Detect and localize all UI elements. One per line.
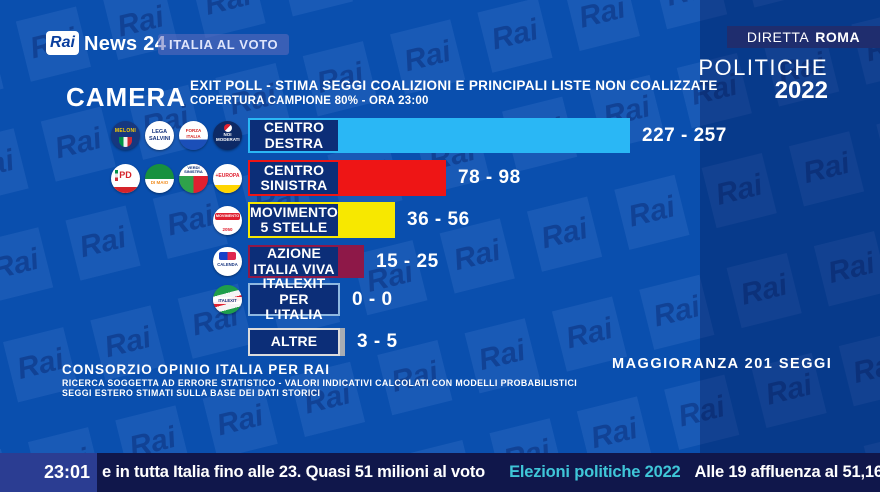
ticker-clock: 23:01: [0, 453, 97, 492]
coalition-label-line: CENTRO: [263, 161, 325, 178]
rai-watermark-tile-icon: Rai: [0, 28, 4, 104]
seat-range: 3 - 5: [357, 331, 398, 352]
piu-europa-logo-icon: +EUROPA: [213, 163, 242, 193]
logo-label: VERDI SINISTRA: [184, 164, 203, 174]
party-logos: CALENDA: [86, 245, 242, 278]
coalition-row-movimento-5-stelle: MOVIMENTO 2050 MOVIMENTO 5 STELLE 36 - 56: [0, 202, 880, 238]
pd-logo-icon: PD: [111, 163, 140, 193]
seat-bar: [340, 202, 395, 238]
coalition-label-line: 5 STELLE: [260, 219, 328, 235]
seat-range: 15 - 25: [376, 250, 439, 272]
live-badge: DIRETTA ROMA: [727, 26, 880, 48]
seat-bar: [340, 328, 345, 356]
logo-label: MOVIMENTO: [215, 212, 240, 220]
coalition-label-line: PER L'ITALIA: [265, 290, 323, 323]
event-title-line1: POLITICHE: [698, 55, 828, 80]
chart-coverage-note: COPERTURA CAMPIONE 80% - ORA 23:00: [190, 95, 429, 107]
seat-bar: [340, 245, 364, 278]
verdi-sinistra-logo-icon: VERDI SINISTRA: [179, 163, 208, 193]
logo-label: +EUROPA: [215, 172, 240, 179]
rai-logo-icon: Rai: [46, 31, 79, 55]
seat-range: 78 - 98: [458, 167, 521, 188]
ticker-topic: Elezioni politiche 2022: [509, 463, 681, 481]
m5s-logo-icon: MOVIMENTO 2050: [213, 205, 242, 235]
seat-range: 36 - 56: [407, 209, 470, 230]
seat-range: 0 - 0: [352, 288, 393, 310]
coalition-row-altre: ALTRE 3 - 5: [0, 328, 880, 356]
logo-label: LEGA SALVINI: [149, 129, 171, 142]
rai-watermark-tile-icon: Rai: [564, 0, 640, 51]
party-logos: MELONI LEGA SALVINI FORZA ITALIA NOI MODERA…: [86, 118, 242, 153]
coalition-label-line: MOVIMENTO: [250, 203, 338, 220]
disclaimer-line2: SEGGI ESTERO STIMATI SULLA BASE DEI DATI…: [62, 388, 321, 398]
impegno-civico-logo-icon: DI MAIO: [145, 163, 174, 193]
coalition-row-centro-destra: MELONI LEGA SALVINI FORZA ITALIA NOI MODERA…: [0, 118, 880, 153]
coalition-label: MOVIMENTO 5 STELLE: [248, 202, 340, 238]
ticker-headline: e in tutta Italia fino alle 23. Quasi 51…: [102, 463, 486, 481]
seat-bar: [340, 118, 630, 153]
fratelli-ditalia-logo-icon: MELONI: [111, 121, 140, 150]
noi-moderati-logo-icon: NOI MODERATI: [213, 121, 242, 150]
coalition-label-line: ITALIA VIVA: [253, 260, 335, 277]
logo-label: ITALEXIT: [213, 297, 242, 304]
logo-label: FORZA ITALIA: [185, 128, 202, 139]
right-dark-panel: [700, 0, 880, 453]
coalition-label: CENTRO SINISTRA: [248, 160, 340, 196]
rainews24-logo: News 24: [84, 33, 167, 55]
event-title-line2: 2022: [774, 77, 828, 104]
party-logos: [86, 328, 242, 356]
disclaimer-line1: RICERCA SOGGETTA AD ERRORE STATISTICO - …: [62, 378, 578, 388]
majority-note: MAGGIORANZA 201 SEGGI: [612, 356, 833, 372]
coalition-label-line: AZIONE: [266, 245, 322, 261]
logo-label: DI MAIO: [150, 179, 169, 185]
event-title: POLITICHE 2022: [698, 55, 828, 104]
rai-logo-text: Rai: [50, 34, 75, 51]
page-title: CAMERA: [66, 82, 187, 112]
logo-label: MELONI: [114, 128, 137, 134]
live-badge-location: ROMA: [815, 29, 861, 45]
ticker-stat: Alle 19 affluenza al 51,16%: [694, 463, 880, 481]
coalition-label: ALTRE: [248, 328, 340, 356]
seat-range: 227 - 257: [642, 124, 727, 146]
party-logos: MOVIMENTO 2050: [86, 202, 242, 238]
coalition-row-italexit-per-l-italia: ITALEXIT ITALEXIT PER L'ITALIA 0 - 0: [0, 276, 880, 322]
coalition-label: CENTRO DESTRA: [248, 118, 340, 153]
consortium-credit: CONSORZIO OPINIO ITALIA PER RAI: [62, 362, 331, 377]
coalition-label-line: DESTRA: [264, 134, 324, 151]
rai-watermark-tile-icon: Rai: [277, 0, 353, 17]
logo-label: PD: [119, 169, 132, 180]
live-badge-label: DIRETTA: [746, 29, 810, 45]
coalition-label-line: CENTRO: [263, 119, 325, 135]
forza-italia-logo-icon: FORZA ITALIA: [179, 121, 208, 150]
lega-logo-icon: LEGA SALVINI: [145, 121, 174, 150]
ticker-text: e in tutta Italia fino alle 23. Quasi 51…: [97, 463, 880, 482]
party-logos: ITALEXIT: [86, 283, 242, 316]
coalition-label-line: ALTRE: [270, 333, 318, 350]
coalition-row-azione-italia-viva: CALENDA AZIONE ITALIA VIVA 15 - 25: [0, 245, 880, 278]
party-logos: PD DI MAIO VERDI SINISTRA +EUROPA: [86, 160, 242, 196]
coalition-label: AZIONE ITALIA VIVA: [248, 245, 340, 278]
seat-bar: [340, 160, 446, 196]
italexit-logo-icon: ITALEXIT: [213, 285, 242, 314]
coalition-label-line: ITALEXIT: [262, 275, 326, 292]
program-badge: ITALIA AL VOTO: [158, 34, 290, 55]
rai-watermark-tile-icon: Rai: [190, 0, 266, 38]
logo-label: CALENDA: [217, 262, 238, 267]
rai-watermark-tile-icon: Rai: [477, 0, 553, 73]
news-ticker: 23:01 e in tutta Italia fino alle 23. Qu…: [0, 453, 880, 492]
coalition-label: ITALEXIT PER L'ITALIA: [248, 276, 340, 322]
azione-italia-viva-logo-icon: CALENDA: [213, 247, 242, 276]
chart-title: EXIT POLL - STIMA SEGGI COALIZIONI E PRI…: [190, 78, 718, 93]
coalition-row-centro-sinistra: PD DI MAIO VERDI SINISTRA +EUROPA CENTRO SINI…: [0, 160, 880, 196]
logo-label: NOI MODERATI: [216, 132, 240, 142]
logo-sublabel: 2050: [222, 226, 233, 232]
coalition-label-line: SINISTRA: [260, 177, 328, 193]
